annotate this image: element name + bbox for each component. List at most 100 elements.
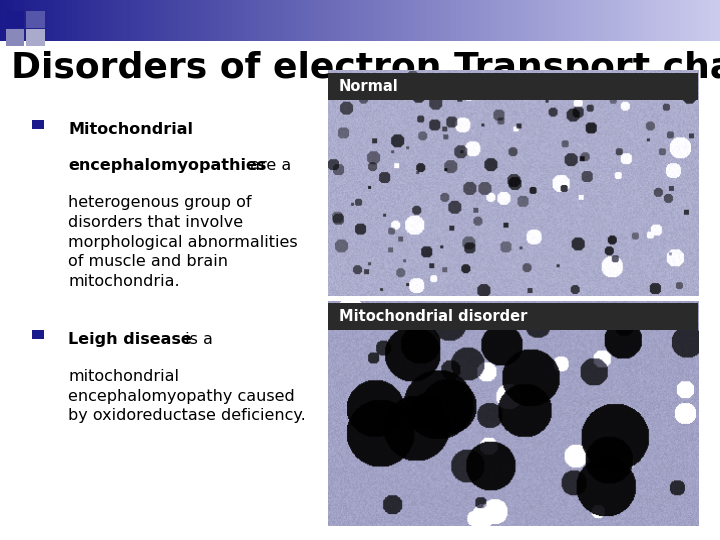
Bar: [518, 0, 521, 40]
Bar: [552, 0, 554, 40]
Bar: [365, 0, 367, 40]
Bar: [708, 0, 711, 40]
Bar: [6, 11, 24, 28]
Bar: [648, 0, 650, 40]
Bar: [554, 0, 557, 40]
Bar: [549, 0, 552, 40]
Bar: [67, 0, 70, 40]
Bar: [45, 0, 48, 40]
Bar: [223, 0, 225, 40]
Bar: [444, 0, 446, 40]
Bar: [691, 0, 693, 40]
Bar: [526, 0, 528, 40]
Bar: [185, 0, 187, 40]
Bar: [449, 0, 451, 40]
Bar: [718, 0, 720, 40]
Bar: [22, 0, 24, 40]
Bar: [466, 0, 468, 40]
Bar: [703, 0, 706, 40]
Bar: [547, 0, 549, 40]
Bar: [317, 0, 319, 40]
Bar: [319, 0, 322, 40]
Bar: [528, 0, 531, 40]
Bar: [679, 0, 682, 40]
Bar: [338, 0, 341, 40]
Bar: [269, 0, 271, 40]
Bar: [437, 0, 439, 40]
Bar: [122, 0, 125, 40]
Bar: [127, 0, 130, 40]
Bar: [711, 0, 713, 40]
Bar: [405, 0, 408, 40]
Bar: [569, 0, 571, 40]
Text: encephalomyopathies: encephalomyopathies: [68, 158, 267, 173]
Bar: [441, 0, 444, 40]
Bar: [27, 0, 29, 40]
Bar: [333, 0, 336, 40]
Bar: [235, 0, 238, 40]
Bar: [70, 0, 72, 40]
Bar: [523, 0, 526, 40]
Bar: [187, 0, 189, 40]
Bar: [120, 0, 122, 40]
Bar: [94, 0, 96, 40]
Bar: [369, 0, 372, 40]
Bar: [612, 0, 614, 40]
Bar: [115, 0, 117, 40]
Text: Mitochondrial: Mitochondrial: [68, 122, 194, 137]
Bar: [137, 0, 139, 40]
Bar: [585, 0, 588, 40]
Bar: [542, 0, 545, 40]
Bar: [590, 0, 593, 40]
Bar: [391, 0, 394, 40]
Bar: [189, 0, 192, 40]
Bar: [689, 0, 691, 40]
Bar: [408, 0, 410, 40]
Bar: [456, 0, 459, 40]
Bar: [461, 0, 463, 40]
Bar: [432, 0, 434, 40]
Bar: [667, 0, 670, 40]
Bar: [74, 0, 77, 40]
Bar: [578, 0, 581, 40]
Bar: [55, 0, 58, 40]
Bar: [477, 0, 480, 40]
Bar: [593, 0, 595, 40]
Bar: [655, 0, 657, 40]
Bar: [372, 0, 374, 40]
Text: heterogenous group of
disorders that involve
morphological abnormalities
of musc: heterogenous group of disorders that inv…: [68, 195, 298, 289]
Bar: [535, 0, 538, 40]
Bar: [360, 0, 362, 40]
Bar: [178, 0, 180, 40]
Bar: [677, 0, 679, 40]
Bar: [329, 0, 331, 40]
Bar: [617, 0, 619, 40]
Bar: [274, 0, 276, 40]
Bar: [418, 0, 420, 40]
Bar: [425, 0, 427, 40]
Bar: [211, 0, 214, 40]
Bar: [665, 0, 667, 40]
Bar: [639, 0, 641, 40]
Bar: [99, 0, 101, 40]
Bar: [545, 0, 547, 40]
Bar: [468, 0, 470, 40]
Bar: [504, 0, 506, 40]
Bar: [72, 0, 74, 40]
Bar: [355, 0, 358, 40]
Bar: [218, 0, 221, 40]
Bar: [509, 0, 511, 40]
Bar: [643, 0, 646, 40]
Bar: [374, 0, 377, 40]
Bar: [194, 0, 197, 40]
Bar: [521, 0, 523, 40]
Bar: [492, 0, 495, 40]
Bar: [108, 0, 110, 40]
Bar: [261, 0, 264, 40]
Bar: [713, 0, 715, 40]
Bar: [245, 0, 247, 40]
Bar: [290, 0, 293, 40]
Bar: [454, 0, 456, 40]
Bar: [153, 0, 156, 40]
Bar: [610, 0, 612, 40]
